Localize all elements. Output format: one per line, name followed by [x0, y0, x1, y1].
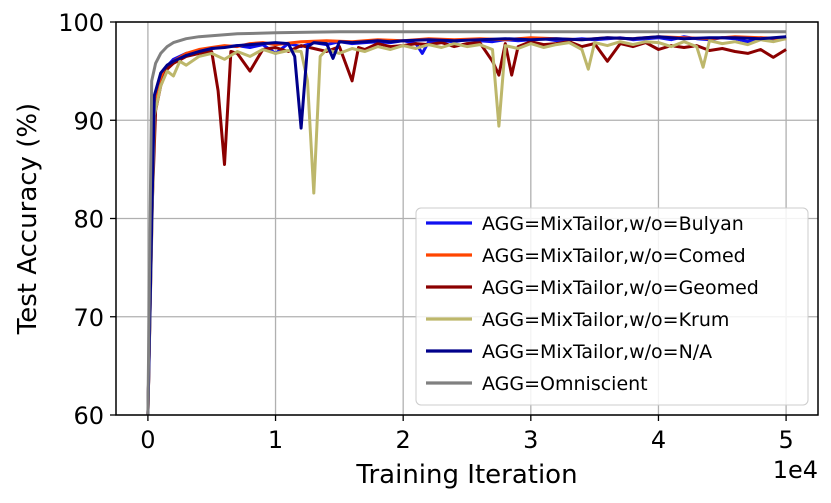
- legend-box: [415, 207, 809, 406]
- legend: AGG=MixTailor,w/o=Bulyan AGG=MixTailor,w/…: [415, 207, 809, 406]
- legend-label: AGG=MixTailor,w/o=Bulyan: [482, 213, 744, 235]
- x-tick-label: 1: [268, 426, 283, 454]
- x-tick-label: 3: [523, 426, 538, 454]
- legend-label: AGG=Omniscient: [482, 373, 648, 395]
- legend-label: AGG=MixTailor,w/o=Krum: [482, 309, 729, 331]
- x-tick-label: 5: [778, 426, 793, 454]
- x-tick-label: 2: [396, 426, 411, 454]
- y-tick-label: 80: [73, 206, 104, 234]
- legend-label: AGG=MixTailor,w/o=N/A: [482, 341, 712, 363]
- series-line: [146, 37, 787, 415]
- x-axis-title: Training Iteration: [355, 460, 577, 490]
- x-scale-label: 1e4: [773, 456, 818, 484]
- x-tick-label: 0: [140, 426, 155, 454]
- series-layer: [146, 30, 787, 415]
- legend-label: AGG=MixTailor,w/o=Comed: [482, 245, 746, 267]
- y-tick-label: 70: [73, 304, 104, 332]
- series-line: [146, 40, 787, 415]
- series-line: [146, 35, 787, 415]
- y-tick-label: 90: [73, 107, 104, 135]
- series-line: [146, 30, 787, 415]
- legend-label: AGG=MixTailor,w/o=Geomed: [482, 277, 759, 299]
- y-tick-label: 100: [58, 9, 104, 37]
- x-tick-label: 4: [651, 426, 666, 454]
- y-axis-title: Test Accuracy (%): [13, 103, 43, 335]
- ticks: 0 1 2 3 4 5 60 70 80 90 100: [58, 9, 794, 454]
- y-tick-label: 60: [73, 402, 104, 430]
